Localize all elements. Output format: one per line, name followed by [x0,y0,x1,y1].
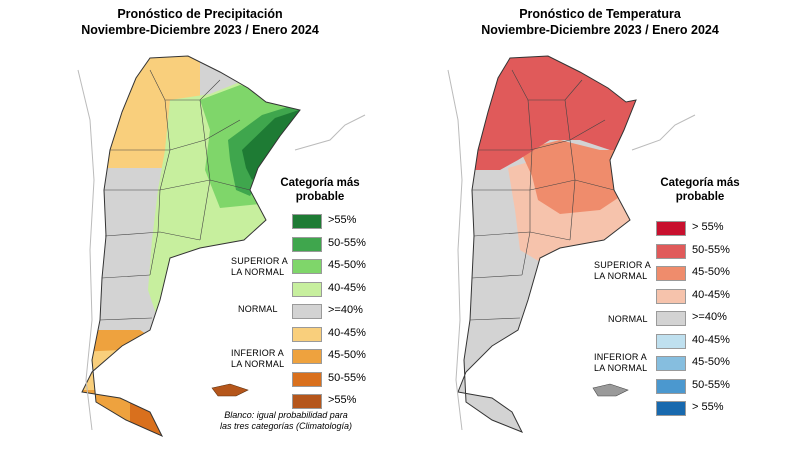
precip-legend-title-line1: Categoría más [280,177,360,189]
temp-legend-label: 45-50% [692,356,730,368]
precip-legend-label: 45-50% [328,259,366,271]
precip-group-superior-line2: LA NORMAL [231,267,285,277]
precip-malvinas-islands [211,383,249,397]
precip-group-inferior: INFERIOR A LA NORMAL [231,348,284,370]
precip-legend-label: >55% [328,394,357,406]
precip-note-line1: Blanco: igual probabilidad para [224,410,348,420]
temp-legend-swatch [656,333,686,349]
temp-legend-label: >=40% [692,311,727,323]
temp-legend-label: 50-55% [692,243,730,256]
temp-legend-swatch [656,401,686,416]
precip-south-40-45 [82,350,145,390]
temperature-panel: Pronóstico de Temperatura Noviembre-Dici… [400,0,800,450]
precip-title-line2: Noviembre-Diciembre 2023 / Enero 2024 [81,23,319,37]
temp-chile-border [447,69,463,431]
precip-legend-label: 50-55% [328,236,366,249]
precip-note: Blanco: igual probabilidad para las tres… [196,410,376,432]
precipitation-panel: Pronóstico de Precipitación Noviembre-Di… [0,6,400,438]
temp-legend-swatch [656,243,686,259]
precip-legend-title-line2: probable [295,191,345,203]
precip-chile-border [77,69,95,431]
precip-legend-label: 40-45% [328,326,366,339]
precip-group-inferior-line2: LA NORMAL [231,359,285,369]
precip-legend-label: 45-50% [328,349,366,361]
precip-legend-swatch [292,394,322,409]
precip-group-superior: SUPERIOR A LA NORMAL [231,256,288,278]
temp-legend-swatch [656,266,686,281]
temp-title-line1: Pronóstico de Temperatura [519,7,681,21]
temp-group-inferior-line2: LA NORMAL [594,363,648,373]
temp-legend-title-line2: probable [675,191,725,203]
precip-legend-swatch [292,371,322,387]
temp-title-line2: Noviembre-Diciembre 2023 / Enero 2024 [481,23,719,37]
precip-legend-swatch [292,236,322,252]
temp-legend-label: 45-50% [692,266,730,278]
precip-legend-swatch [292,304,322,319]
temp-legend-label: 40-45% [692,288,730,301]
temp-legend-swatch [656,356,686,371]
precip-uruguay-border [294,114,366,151]
temp-legend-label: > 55% [692,221,724,233]
precip-country-outline [81,55,301,438]
temp-legend-label: > 55% [692,401,724,413]
temp-group-inferior: INFERIOR A LA NORMAL [594,352,647,374]
temp-group-superior-line1: SUPERIOR A [594,260,652,270]
temp-legend-swatch [656,288,686,304]
precip-legend-label: 40-45% [328,281,366,294]
precip-legend-label: >55% [328,214,357,226]
precip-title-line1: Pronóstico de Precipitación [117,7,283,21]
temp-country-outline [457,55,637,433]
temp-title: Pronóstico de Temperatura Noviembre-Dici… [400,6,800,38]
temp-group-inferior-line1: INFERIOR A [594,352,648,362]
precip-group-superior-line1: SUPERIOR A [231,256,289,266]
temp-legend-label: 40-45% [692,333,730,346]
precip-legend-swatch [292,349,322,364]
temp-map [447,55,696,433]
temp-legend-title: Categoría más probable [652,176,748,204]
precip-legend-label: >=40% [328,304,363,316]
precip-map-fill [82,56,300,436]
precip-legend-label: 50-55% [328,371,366,384]
temp-legend-label: 50-55% [692,378,730,391]
temp-province-lines [469,69,615,321]
temp-group-normal: NORMAL [608,314,648,324]
temp-legend-swatch [656,311,686,326]
temp-uruguay-border [631,114,696,151]
temp-central-45-50 [520,140,630,214]
precip-legend-title: Categoría más probable [272,176,368,204]
temp-malvinas-islands [592,383,629,397]
precip-legend-swatch [292,259,322,274]
precip-title: Pronóstico de Precipitación Noviembre-Di… [0,6,400,38]
temp-group-superior: SUPERIOR A LA NORMAL [594,260,651,282]
precip-south-50-55 [130,400,170,436]
temp-legend-swatch [656,378,686,394]
precip-group-inferior-line1: INFERIOR A [231,348,285,358]
temp-group-superior-line2: LA NORMAL [594,271,648,281]
precip-group-normal: NORMAL [238,304,278,314]
temp-legend-title-line1: Categoría más [660,177,740,189]
precip-map [77,55,366,438]
precip-province-lines [99,69,251,321]
temp-legend-swatch [656,221,686,236]
precip-legend-swatch [292,214,322,229]
precip-legend-swatch [292,281,322,297]
precip-legend-swatch [292,326,322,342]
precip-note-line2: las tres categorías (Climatología) [219,421,353,431]
